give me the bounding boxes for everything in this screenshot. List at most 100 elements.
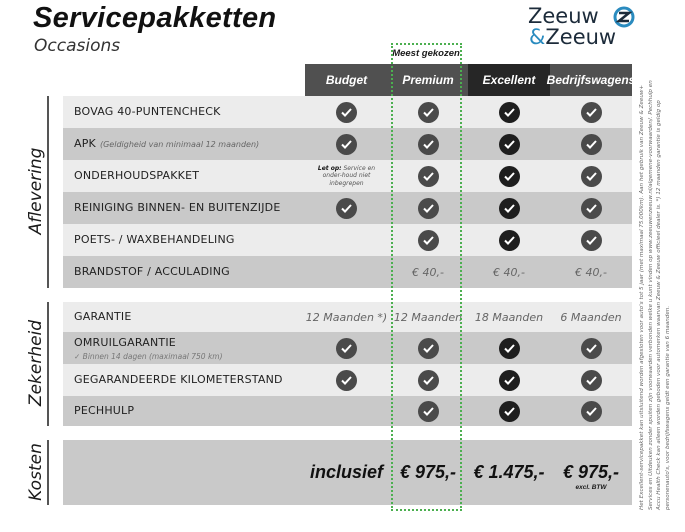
price-excellent: € 1.475,- <box>473 462 545 482</box>
cell-value: 6 Maanden <box>560 310 622 324</box>
cell-premium <box>388 364 468 396</box>
logo-z-icon <box>613 6 635 28</box>
check-icon <box>417 337 439 359</box>
cell-premium <box>388 160 468 192</box>
cell-value: 12 Maanden *) <box>305 310 388 324</box>
row-label: GEGARANDEERDE KILOMETERSTAND <box>74 373 283 386</box>
cell-excellent <box>468 332 550 364</box>
check-icon <box>580 369 602 391</box>
cell-premium: € 40,- <box>388 256 468 288</box>
cell-budget <box>305 364 388 396</box>
cell-premium <box>388 96 468 128</box>
table-row: GEGARANDEERDE KILOMETERSTAND <box>63 364 632 396</box>
row-label: OMRUILGARANTIE <box>74 336 176 349</box>
cell-budget: Let op: Service en onder-houd niet inbeg… <box>305 160 388 192</box>
row-label: BOVAG 40-PUNTENCHECK <box>74 105 221 118</box>
cell-budget <box>305 332 388 364</box>
check-icon <box>580 165 602 187</box>
check-icon <box>498 197 520 219</box>
check-icon <box>498 229 520 251</box>
table-row: APK (Geldigheid van minimaal 12 maanden) <box>63 128 632 160</box>
price-row: inclusief € 975,- € 1.475,- € 975,- excl. BT… <box>63 440 632 505</box>
cell-premium <box>388 224 468 256</box>
check-icon <box>417 165 439 187</box>
check-icon <box>498 165 520 187</box>
check-icon <box>336 337 357 359</box>
cell-budget: 12 Maanden *) <box>305 302 388 332</box>
check-icon <box>417 229 439 251</box>
check-icon <box>336 101 357 123</box>
cell-bedrijfswagens <box>550 96 632 128</box>
cell-premium <box>388 332 468 364</box>
cell-value: € 40,- <box>575 265 607 279</box>
page-title: Servicepakketten <box>33 2 277 34</box>
row-subnote: ✓ Binnen 14 dagen (maximaal 750 km) <box>74 352 223 361</box>
table-row: BRANDSTOF / ACCULADING € 40,- € 40,- € 40,- <box>63 256 632 288</box>
table-row: BOVAG 40-PUNTENCHECK <box>63 96 632 128</box>
row-label: REINIGING BINNEN- EN BUITENZIJDE <box>74 201 281 214</box>
page-subtitle: Occasions <box>34 36 121 56</box>
footnote: Het Excellent-servicepakket kan uitsluit… <box>639 80 671 510</box>
cell-excellent <box>468 396 550 426</box>
row-label: GARANTIE <box>74 310 132 323</box>
cell-budget <box>305 256 388 288</box>
cell-bedrijfswagens <box>550 332 632 364</box>
check-icon <box>336 133 357 155</box>
cell-excellent <box>468 224 550 256</box>
column-header-excellent: Excellent <box>468 64 550 96</box>
column-header-bedrijfswagens: Bedrijfswagens <box>547 64 635 96</box>
section-divider <box>47 440 49 505</box>
row-label: APK (Geldigheid van minimaal 12 maanden) <box>74 137 260 150</box>
cell-value: 18 Maanden <box>474 310 544 324</box>
check-icon <box>580 133 602 155</box>
row-label: BRANDSTOF / ACCULADING <box>74 265 230 278</box>
check-icon <box>498 133 520 155</box>
check-icon <box>417 400 439 422</box>
cell-excellent <box>468 364 550 396</box>
check-icon <box>580 337 602 359</box>
check-icon <box>498 369 520 391</box>
section-divider <box>47 96 49 288</box>
cell-bedrijfswagens: € 40,- <box>550 256 632 288</box>
cell-bedrijfswagens: 6 Maanden <box>550 302 632 332</box>
budget-note: Let op: Service en onder-houd niet inbeg… <box>317 164 376 187</box>
table-row: ONDERHOUDSPAKKET Let op: Service en onder… <box>63 160 632 192</box>
check-icon <box>417 369 439 391</box>
price-premium: € 975,- <box>399 462 457 482</box>
column-header-budget: Budget <box>305 64 388 96</box>
table-row: PECHHULP <box>63 396 632 426</box>
cell-budget <box>305 96 388 128</box>
check-icon <box>336 197 357 219</box>
cell-bedrijfswagens <box>550 396 632 426</box>
cell-budget <box>305 192 388 224</box>
check-icon <box>498 337 520 359</box>
most-chosen-badge: Meest gekozen <box>392 48 460 59</box>
price-note: excl. BTW <box>575 484 607 491</box>
cell-bedrijfswagens <box>550 160 632 192</box>
cell-premium: 12 Maanden <box>388 302 468 332</box>
check-icon <box>417 197 439 219</box>
cell-premium <box>388 396 468 426</box>
check-icon <box>417 133 439 155</box>
cell-premium <box>388 192 468 224</box>
check-icon <box>580 197 602 219</box>
cell-excellent: 18 Maanden <box>468 302 550 332</box>
cell-value: € 40,- <box>412 265 444 279</box>
check-icon <box>498 400 520 422</box>
section-divider <box>47 302 49 426</box>
cell-excellent <box>468 192 550 224</box>
table-row: OMRUILGARANTIE ✓ Binnen 14 dagen (maximaa… <box>63 332 632 364</box>
row-label: PECHHULP <box>74 404 135 417</box>
cell-excellent: € 40,- <box>468 256 550 288</box>
cell-bedrijfswagens <box>550 128 632 160</box>
check-icon <box>336 369 357 391</box>
cell-excellent <box>468 160 550 192</box>
cell-premium <box>388 128 468 160</box>
cell-budget <box>305 224 388 256</box>
cell-bedrijfswagens <box>550 224 632 256</box>
check-icon <box>580 229 602 251</box>
cell-budget <box>305 396 388 426</box>
cell-excellent <box>468 96 550 128</box>
cell-excellent <box>468 128 550 160</box>
column-header-premium: Premium <box>388 64 468 96</box>
